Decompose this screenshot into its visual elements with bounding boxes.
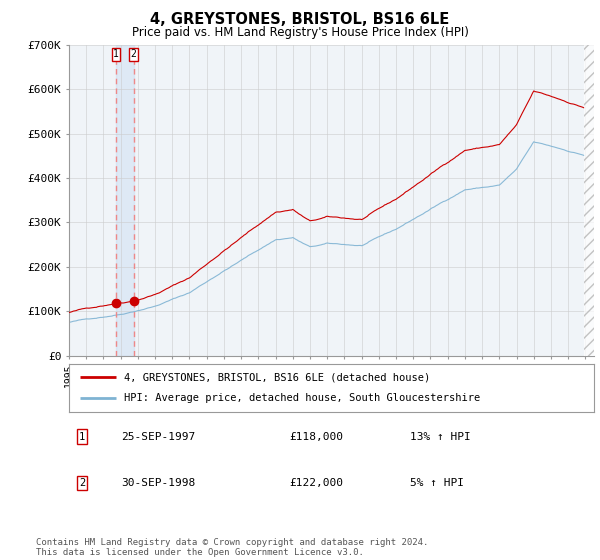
- Text: 5% ↑ HPI: 5% ↑ HPI: [410, 478, 464, 488]
- Text: 30-SEP-1998: 30-SEP-1998: [121, 478, 196, 488]
- Text: 2: 2: [131, 49, 136, 59]
- Text: 13% ↑ HPI: 13% ↑ HPI: [410, 432, 471, 441]
- Text: Price paid vs. HM Land Registry's House Price Index (HPI): Price paid vs. HM Land Registry's House …: [131, 26, 469, 39]
- Text: £118,000: £118,000: [290, 432, 343, 441]
- Text: 1: 1: [79, 432, 85, 441]
- Text: 4, GREYSTONES, BRISTOL, BS16 6LE: 4, GREYSTONES, BRISTOL, BS16 6LE: [151, 12, 449, 27]
- Bar: [116, 45, 134, 356]
- Text: Contains HM Land Registry data © Crown copyright and database right 2024.
This d: Contains HM Land Registry data © Crown c…: [36, 538, 428, 557]
- Text: 1: 1: [113, 49, 119, 59]
- Text: £122,000: £122,000: [290, 478, 343, 488]
- Text: 2: 2: [79, 478, 85, 488]
- Text: HPI: Average price, detached house, South Gloucestershire: HPI: Average price, detached house, Sout…: [124, 393, 481, 403]
- Text: 25-SEP-1997: 25-SEP-1997: [121, 432, 196, 441]
- Bar: [584, 45, 594, 356]
- Text: 4, GREYSTONES, BRISTOL, BS16 6LE (detached house): 4, GREYSTONES, BRISTOL, BS16 6LE (detach…: [124, 372, 430, 382]
